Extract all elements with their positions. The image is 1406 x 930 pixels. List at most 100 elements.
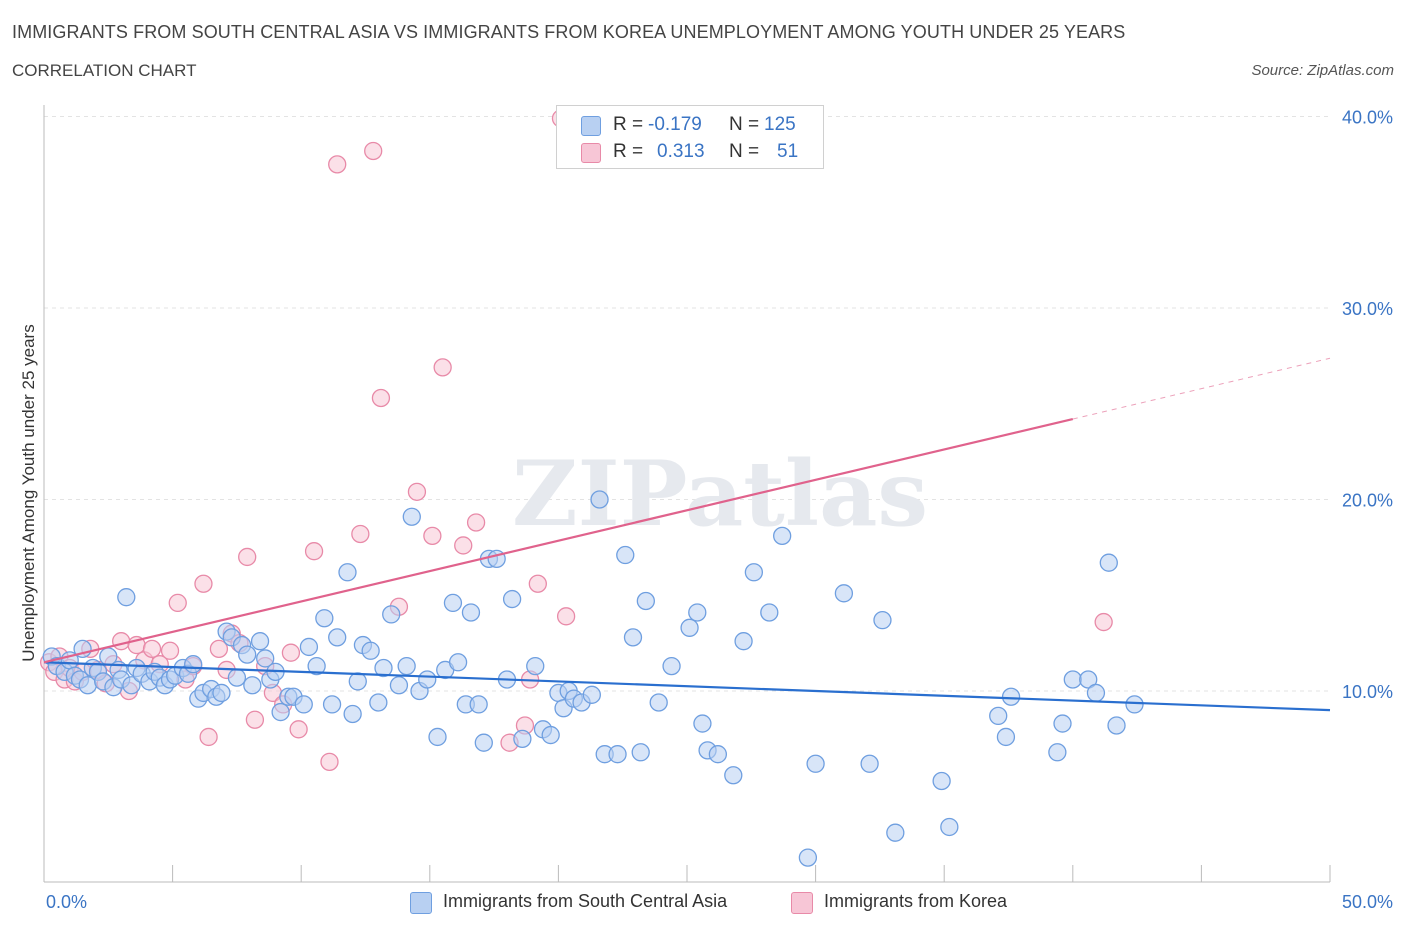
korea-point: [328, 155, 347, 174]
south-central-asia-point: [773, 526, 792, 546]
korea-point: [320, 752, 339, 772]
south-central-asia-point: [250, 632, 270, 651]
korea-point: [199, 727, 218, 747]
south-central-asia-point: [428, 727, 447, 747]
south-central-asia-point: [623, 628, 643, 647]
legend-r-label: R =: [613, 114, 644, 135]
south-central-asia-point: [122, 676, 141, 695]
south-central-asia-point: [513, 729, 532, 749]
chart-subtitle: CORRELATION CHART: [12, 61, 197, 80]
south-central-asia-point: [649, 693, 668, 712]
korea-point: [304, 542, 324, 561]
south-central-asia-point: [418, 670, 437, 689]
korea-point: [528, 574, 547, 593]
korea-point: [371, 388, 391, 408]
korea-point: [364, 141, 383, 161]
korea-point: [466, 513, 486, 532]
south-central-asia-trend-line: [43, 661, 1331, 712]
south-central-asia-point: [708, 745, 728, 764]
south-central-asia-point: [680, 618, 699, 637]
south-central-asia-point: [361, 641, 380, 660]
south-central-asia-point: [1086, 683, 1106, 703]
korea-point: [454, 536, 473, 555]
korea-point: [160, 641, 180, 660]
south-central-asia-point: [238, 645, 257, 664]
korea-point: [1094, 612, 1113, 632]
korea-point: [142, 639, 162, 659]
south-central-asia-point: [299, 637, 319, 657]
chart-title: IMMIGRANTS FROM SOUTH CENTRAL ASIA VS IM…: [12, 22, 1126, 42]
south-central-asia-point: [1001, 687, 1021, 706]
south-central-asia-point: [294, 695, 313, 714]
south-central-asia-point: [940, 817, 959, 837]
south-central-asia-point: [806, 754, 825, 773]
axes: [43, 105, 1331, 883]
south-central-asia-point: [369, 693, 388, 712]
y-axis-label: Unemployment Among Youth under 25 years: [19, 324, 38, 661]
south-central-asia-point: [688, 603, 707, 622]
south-central-asia-point: [184, 655, 203, 674]
south-central-asia-point: [744, 563, 764, 582]
watermark: ZIPatlas: [512, 441, 928, 547]
south-central-asia-point: [798, 848, 818, 867]
south-central-asia-point: [1125, 695, 1144, 714]
korea-point: [245, 710, 265, 729]
south-central-asia-point: [315, 609, 334, 628]
south-central-asia-point: [932, 771, 951, 791]
korea-point: [351, 524, 370, 544]
south-central-asia-point: [1099, 553, 1118, 572]
south-central-asia-point: [117, 588, 136, 607]
legend-n-label: N =: [729, 114, 760, 135]
south-central-asia-point: [526, 656, 545, 676]
south-central-asia-point: [212, 683, 231, 703]
korea-point: [281, 643, 301, 662]
bottom-legend-label: Immigrants from Korea: [824, 891, 1008, 911]
south-central-asia-point: [873, 610, 892, 630]
korea-point: [112, 632, 131, 651]
bottom-legend-swatch-blue: [410, 892, 432, 914]
south-central-asia-point: [1063, 670, 1082, 689]
korea-point: [423, 526, 442, 546]
south-central-asia-point: [1107, 716, 1126, 735]
legend-r-value: 0.313: [657, 141, 705, 162]
south-central-asia-point: [322, 695, 342, 714]
south-central-asia-point: [402, 507, 421, 526]
bottom-legend-label: Immigrants from South Central Asia: [443, 891, 728, 911]
korea-point: [407, 482, 427, 501]
south-central-asia-point: [636, 591, 655, 611]
south-central-asia-point: [382, 605, 401, 624]
south-central-asia-point: [734, 632, 753, 651]
south-central-asia-point: [724, 766, 743, 785]
south-central-asia-point: [348, 672, 367, 691]
south-central-asia-point: [338, 563, 357, 582]
south-central-asia-point: [860, 754, 879, 773]
tick-labels: 10.0% 20.0% 30.0% 40.0% 0.0% 50.0%: [46, 108, 1393, 913]
legend-n-label: N =: [729, 141, 760, 162]
south-central-asia-point: [608, 745, 627, 764]
south-central-asia-point: [541, 725, 560, 745]
korea-point: [194, 574, 213, 593]
south-central-asia-point: [1053, 714, 1072, 733]
korea-point: [433, 358, 452, 377]
south-central-asia-point: [227, 668, 247, 687]
south-central-asia-point: [834, 584, 854, 603]
korea-trend-line: [43, 417, 1074, 664]
correlation-legend: R = -0.179 N = 125 R = 0.313 N = 51: [556, 105, 824, 169]
y-tick-label: 30.0%: [1342, 299, 1393, 319]
south-central-asia-point: [448, 653, 468, 672]
south-central-asia-point: [631, 743, 650, 762]
legend-swatch-pink: [581, 143, 601, 163]
korea-point: [556, 607, 576, 626]
korea-point: [209, 639, 229, 659]
legend-n-value: 51: [777, 141, 799, 162]
south-central-asia-point: [693, 714, 712, 733]
south-central-asia-point: [443, 593, 463, 613]
south-central-asia-point: [307, 656, 326, 676]
south-central-asia-point: [582, 685, 601, 704]
south-central-asia-point: [256, 649, 275, 668]
south-central-asia-point: [389, 676, 409, 695]
south-central-asia-points: [42, 490, 1144, 867]
bottom-legend-swatch-pink: [791, 892, 813, 914]
south-central-asia-point: [271, 702, 290, 722]
